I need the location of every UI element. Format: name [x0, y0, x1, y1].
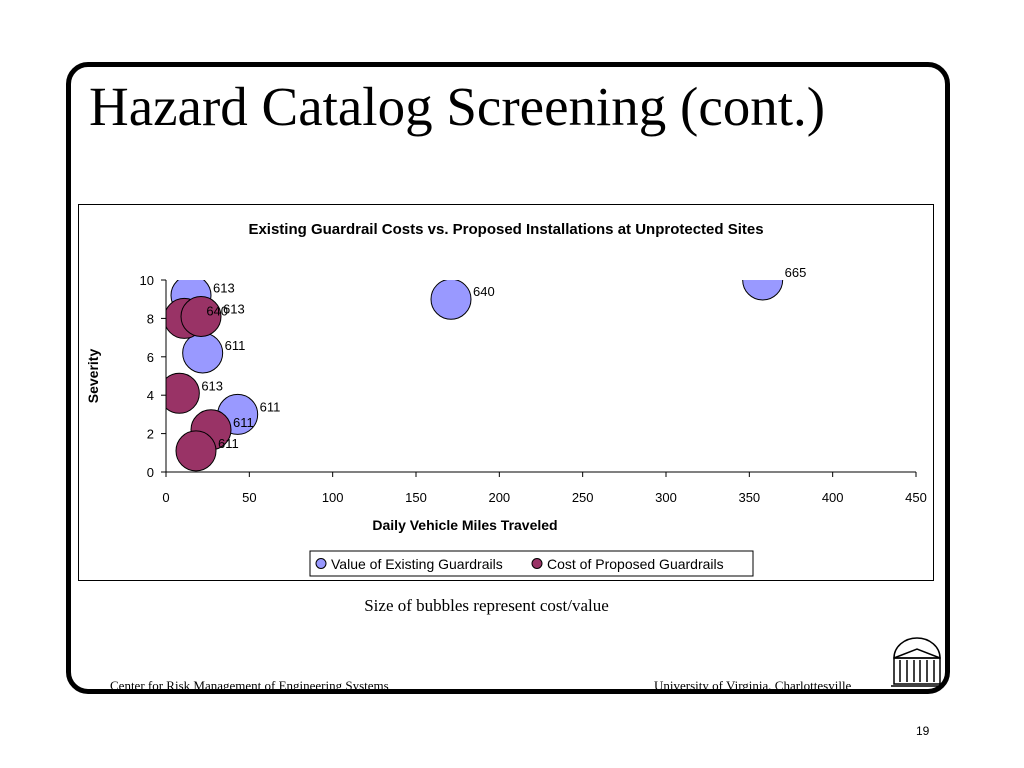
- bubble-chart: Existing Guardrail Costs vs. Proposed In…: [85, 221, 927, 577]
- chart-area: [78, 204, 934, 581]
- y-tick-label: 8: [147, 311, 154, 326]
- x-tick-label: 50: [242, 490, 256, 505]
- y-tick-label: 10: [140, 273, 154, 288]
- legend-label-1: Value of Existing Guardrails: [331, 556, 503, 572]
- x-axis-label: Daily Vehicle Miles Traveled: [372, 517, 557, 533]
- y-tick-label: 0: [147, 465, 154, 480]
- slide-title: Hazard Catalog Screening (cont.): [89, 76, 826, 137]
- x-tick-label: 100: [322, 490, 344, 505]
- bubble-label-series1-5: 611: [260, 399, 281, 414]
- x-tick-label: 300: [655, 490, 677, 505]
- page-number: 19: [916, 724, 930, 738]
- bubble-series1-4: [182, 332, 224, 374]
- chart-title: Existing Guardrail Costs vs. Proposed In…: [248, 221, 763, 238]
- x-tick-label: 150: [405, 490, 427, 505]
- bubble-series2-2: [180, 295, 222, 337]
- legend-marker-1: [315, 558, 327, 569]
- x-tick-label: 0: [162, 490, 169, 505]
- bubble-label-series1-4: 611: [225, 338, 246, 353]
- y-tick-label: 2: [147, 427, 154, 442]
- footer-university: University of Virginia, Charlottesville: [654, 678, 852, 693]
- bubble-label-series1-1: 613: [213, 280, 235, 295]
- legend-marker-2: [531, 558, 543, 569]
- bubble-label-series1-3: 665: [785, 265, 807, 280]
- bubble-series1-2: [430, 280, 472, 320]
- x-tick-label: 200: [488, 490, 510, 505]
- legend-label-2: Cost of Proposed Guardrails: [547, 556, 724, 572]
- bubble-series1-3: [742, 280, 784, 301]
- legend-box: [309, 550, 754, 577]
- bubble-series2-5: [175, 430, 217, 472]
- y-tick-label: 6: [147, 350, 154, 365]
- y-tick-label: 4: [147, 388, 154, 403]
- x-tick-label: 450: [905, 490, 927, 505]
- x-tick-label: 350: [738, 490, 760, 505]
- bubble-label-series1-2: 640: [473, 284, 495, 299]
- y-axis-label: Severity: [85, 349, 101, 404]
- footer-organization: Center for Risk Management of Engineerin…: [110, 678, 389, 693]
- x-tick-label: 250: [572, 490, 594, 505]
- x-tick-label: 400: [822, 490, 844, 505]
- bubble-series2-3: [166, 372, 200, 414]
- bubble-label-series2-3: 613: [201, 378, 223, 393]
- bubble-group: [166, 280, 784, 472]
- university-rotunda-logo-icon: [891, 637, 943, 687]
- bubble-label-series2-1: 640: [206, 303, 228, 318]
- bubble-label-series2-4: 611: [233, 415, 254, 430]
- bubble-label-series2-5: 611: [218, 436, 239, 451]
- chart-caption: Size of bubbles represent cost/value: [364, 596, 609, 615]
- bubble-label-series2-2: 613: [223, 301, 245, 316]
